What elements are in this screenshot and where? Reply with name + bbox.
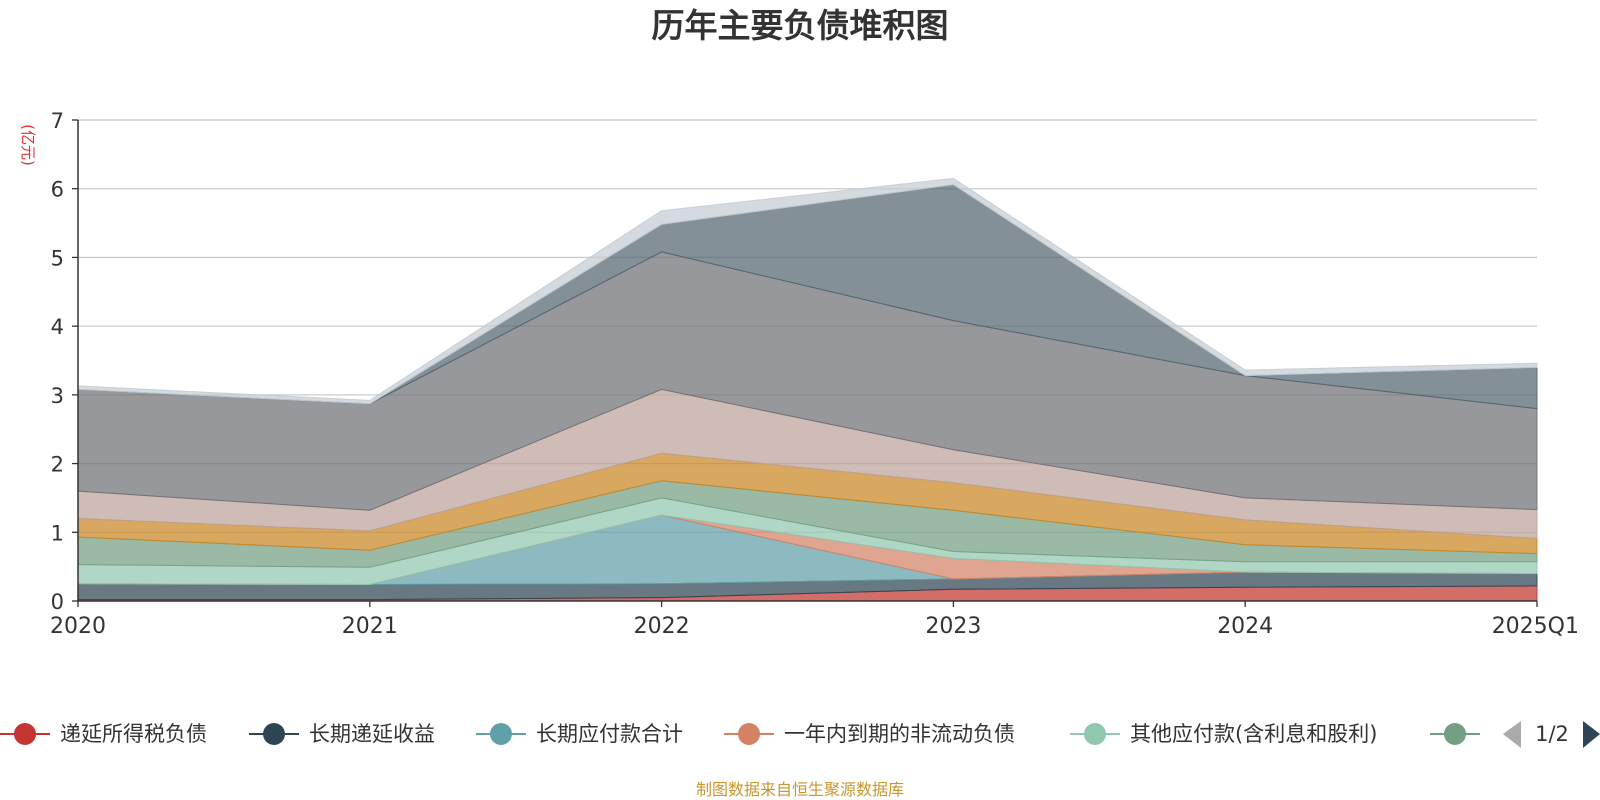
x-tick-label: 2020 bbox=[50, 614, 106, 639]
x-tick-label: 2023 bbox=[925, 614, 981, 639]
legend-circle-marker bbox=[738, 723, 760, 745]
legend-pager: 1/2 bbox=[1503, 721, 1600, 748]
area-series-group bbox=[77, 177, 1538, 602]
legend-item[interactable]: 其他应付款(含利息和股利) bbox=[1070, 722, 1377, 746]
x-tick-label: 2022 bbox=[634, 614, 690, 639]
legend-prev-page-icon[interactable] bbox=[1503, 721, 1521, 748]
legend-label: 递延所得税负债 bbox=[60, 722, 207, 746]
y-axis-unit-label: (亿元) bbox=[19, 124, 37, 166]
data-source-note: 制图数据来自恒生聚源数据库 bbox=[696, 780, 904, 799]
legend-label: 其他应付款(含利息和股利) bbox=[1130, 722, 1377, 746]
area-series-11 bbox=[77, 177, 1538, 405]
chart-title: 历年主要负债堆积图 bbox=[652, 6, 949, 45]
legend-item[interactable]: 长期递延收益 bbox=[249, 722, 435, 746]
legend-label: 长期递延收益 bbox=[309, 722, 435, 746]
y-tick-label: 0 bbox=[51, 590, 64, 614]
legend-item[interactable]: 一年内到期的非流动负债 bbox=[724, 722, 1015, 746]
legend-circle-marker bbox=[14, 723, 36, 745]
x-tick-label: 2025Q1 bbox=[1492, 614, 1579, 639]
legend-item[interactable] bbox=[1430, 723, 1480, 745]
x-tick-label: 2024 bbox=[1217, 614, 1273, 639]
y-tick-label: 7 bbox=[51, 109, 64, 133]
legend-next-page-icon[interactable] bbox=[1583, 721, 1600, 748]
y-tick-label: 2 bbox=[51, 453, 64, 477]
legend[interactable]: 递延所得税负债 长期递延收益 长期应付款合计 一年内到期的非流动负债 其他应付款(含利息… bbox=[0, 722, 1480, 746]
x-tick-label: 2021 bbox=[342, 614, 398, 639]
legend-circle-marker bbox=[263, 723, 285, 745]
x-tick-labels: 2020 2021 2022 2023 2024 2025Q1 bbox=[50, 601, 1579, 639]
legend-item[interactable]: 长期应付款合计 bbox=[476, 722, 683, 746]
y-tick-labels: 0 1 2 3 4 5 6 7 bbox=[51, 109, 78, 614]
axes bbox=[77, 120, 1537, 602]
y-tick-label: 4 bbox=[51, 315, 64, 339]
legend-circle-marker bbox=[1084, 723, 1106, 745]
legend-label: 长期应付款合计 bbox=[536, 722, 683, 746]
legend-circle-marker bbox=[490, 723, 512, 745]
y-tick-label: 5 bbox=[51, 246, 64, 270]
y-tick-label: 1 bbox=[51, 521, 64, 545]
y-tick-label: 6 bbox=[51, 178, 64, 202]
legend-circle-marker bbox=[1444, 723, 1466, 745]
legend-label: 一年内到期的非流动负债 bbox=[784, 722, 1015, 746]
legend-item[interactable]: 递延所得税负债 bbox=[0, 722, 207, 746]
legend-page-indicator: 1/2 bbox=[1535, 722, 1569, 746]
y-tick-label: 3 bbox=[51, 384, 64, 408]
